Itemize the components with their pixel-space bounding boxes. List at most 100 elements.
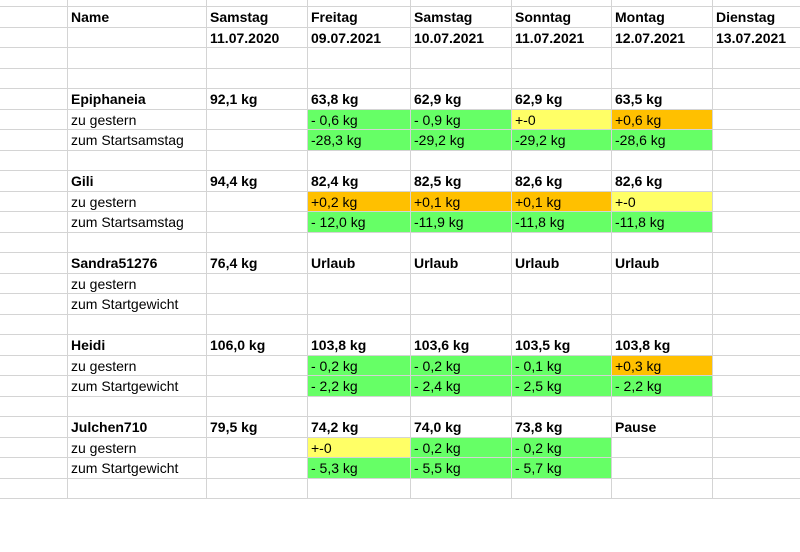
cell[interactable] <box>207 458 308 479</box>
cell[interactable] <box>207 314 308 335</box>
header-date[interactable]: 10.07.2021 <box>411 27 512 48</box>
cell[interactable] <box>308 68 411 89</box>
weight-value[interactable]: 63,5 kg <box>612 89 713 110</box>
cell[interactable] <box>0 396 68 417</box>
weight-value[interactable]: 82,6 kg <box>512 171 612 192</box>
delta-label[interactable]: zu gestern <box>68 109 207 130</box>
cell[interactable] <box>713 479 800 499</box>
total-value[interactable] <box>612 458 713 479</box>
cell[interactable] <box>411 0 512 7</box>
total-value[interactable] <box>308 294 411 315</box>
person-name[interactable]: Heidi <box>68 335 207 356</box>
delta-value[interactable]: +-0 <box>308 437 411 458</box>
cell[interactable] <box>512 396 612 417</box>
cell[interactable] <box>612 396 713 417</box>
cell[interactable] <box>612 478 713 499</box>
total-value[interactable]: - 5,3 kg <box>308 458 411 479</box>
total-value[interactable]: - 2,5 kg <box>512 376 612 397</box>
cell[interactable] <box>411 396 512 417</box>
delta-value[interactable] <box>713 192 800 212</box>
total-value[interactable]: -29,2 kg <box>411 130 512 151</box>
cell[interactable] <box>411 232 512 253</box>
cell[interactable] <box>207 191 308 212</box>
delta-value[interactable]: +-0 <box>612 191 713 212</box>
cell[interactable] <box>0 0 68 7</box>
delta-value[interactable]: +-0 <box>512 109 612 130</box>
weight-value[interactable]: Urlaub <box>411 253 512 274</box>
cell[interactable] <box>713 151 800 171</box>
cell[interactable] <box>207 232 308 253</box>
cell[interactable] <box>512 0 612 7</box>
cell[interactable] <box>612 314 713 335</box>
delta-value[interactable]: - 0,2 kg <box>411 355 512 376</box>
cell[interactable] <box>68 478 207 499</box>
cell[interactable] <box>512 150 612 171</box>
cell[interactable] <box>0 48 68 69</box>
total-label[interactable]: zum Startgewicht <box>68 458 207 479</box>
delta-value[interactable] <box>308 273 411 294</box>
delta-value[interactable]: - 0,2 kg <box>512 437 612 458</box>
cell[interactable] <box>0 191 68 212</box>
person-name[interactable]: Sandra51276 <box>68 253 207 274</box>
start-weight[interactable]: 79,5 kg <box>207 417 308 438</box>
start-weight[interactable]: 92,1 kg <box>207 89 308 110</box>
cell[interactable] <box>68 150 207 171</box>
cell[interactable] <box>207 150 308 171</box>
delta-value[interactable]: - 0,2 kg <box>308 355 411 376</box>
header-day[interactable]: Samstag <box>411 7 512 28</box>
cell[interactable] <box>0 130 68 151</box>
total-value[interactable]: - 5,7 kg <box>512 458 612 479</box>
cell[interactable] <box>68 232 207 253</box>
delta-value[interactable] <box>713 356 800 376</box>
total-value[interactable]: -11,8 kg <box>512 212 612 233</box>
cell[interactable] <box>0 7 68 28</box>
total-value[interactable] <box>512 294 612 315</box>
total-value[interactable]: -11,9 kg <box>411 212 512 233</box>
cell[interactable] <box>207 437 308 458</box>
cell[interactable] <box>713 0 800 7</box>
weight-value[interactable]: 62,9 kg <box>411 89 512 110</box>
total-value[interactable]: -28,6 kg <box>612 130 713 151</box>
weight-value[interactable]: Urlaub <box>308 253 411 274</box>
weight-value[interactable]: Urlaub <box>512 253 612 274</box>
total-value[interactable] <box>713 130 800 151</box>
delta-value[interactable] <box>612 437 713 458</box>
header-date[interactable]: 09.07.2021 <box>308 27 411 48</box>
total-label[interactable]: zum Startsamstag <box>68 212 207 233</box>
start-weight[interactable]: 76,4 kg <box>207 253 308 274</box>
total-label[interactable]: zum Startgewicht <box>68 376 207 397</box>
cell[interactable] <box>308 478 411 499</box>
cell[interactable] <box>0 109 68 130</box>
cell[interactable] <box>0 478 68 499</box>
total-value[interactable]: - 2,2 kg <box>308 376 411 397</box>
cell[interactable] <box>0 273 68 294</box>
cell[interactable] <box>207 109 308 130</box>
cell[interactable] <box>713 397 800 417</box>
total-value[interactable] <box>713 458 800 479</box>
cell[interactable] <box>68 314 207 335</box>
weight-value[interactable] <box>713 417 800 438</box>
delta-value[interactable]: - 0,2 kg <box>411 437 512 458</box>
delta-value[interactable] <box>713 438 800 458</box>
cell[interactable] <box>612 48 713 69</box>
delta-value[interactable] <box>713 274 800 294</box>
delta-value[interactable]: +0,3 kg <box>612 355 713 376</box>
cell[interactable] <box>0 314 68 335</box>
delta-value[interactable]: - 0,6 kg <box>308 109 411 130</box>
cell[interactable] <box>207 130 308 151</box>
total-value[interactable] <box>713 294 800 315</box>
cell[interactable] <box>68 396 207 417</box>
cell[interactable] <box>512 48 612 69</box>
cell[interactable] <box>207 396 308 417</box>
total-value[interactable] <box>411 294 512 315</box>
cell[interactable] <box>612 68 713 89</box>
cell[interactable] <box>0 27 68 48</box>
cell[interactable] <box>512 232 612 253</box>
cell[interactable] <box>612 232 713 253</box>
cell[interactable] <box>411 68 512 89</box>
cell[interactable] <box>512 314 612 335</box>
cell[interactable] <box>207 355 308 376</box>
total-value[interactable]: - 2,2 kg <box>612 376 713 397</box>
delta-label[interactable]: zu gestern <box>68 273 207 294</box>
cell[interactable] <box>612 150 713 171</box>
